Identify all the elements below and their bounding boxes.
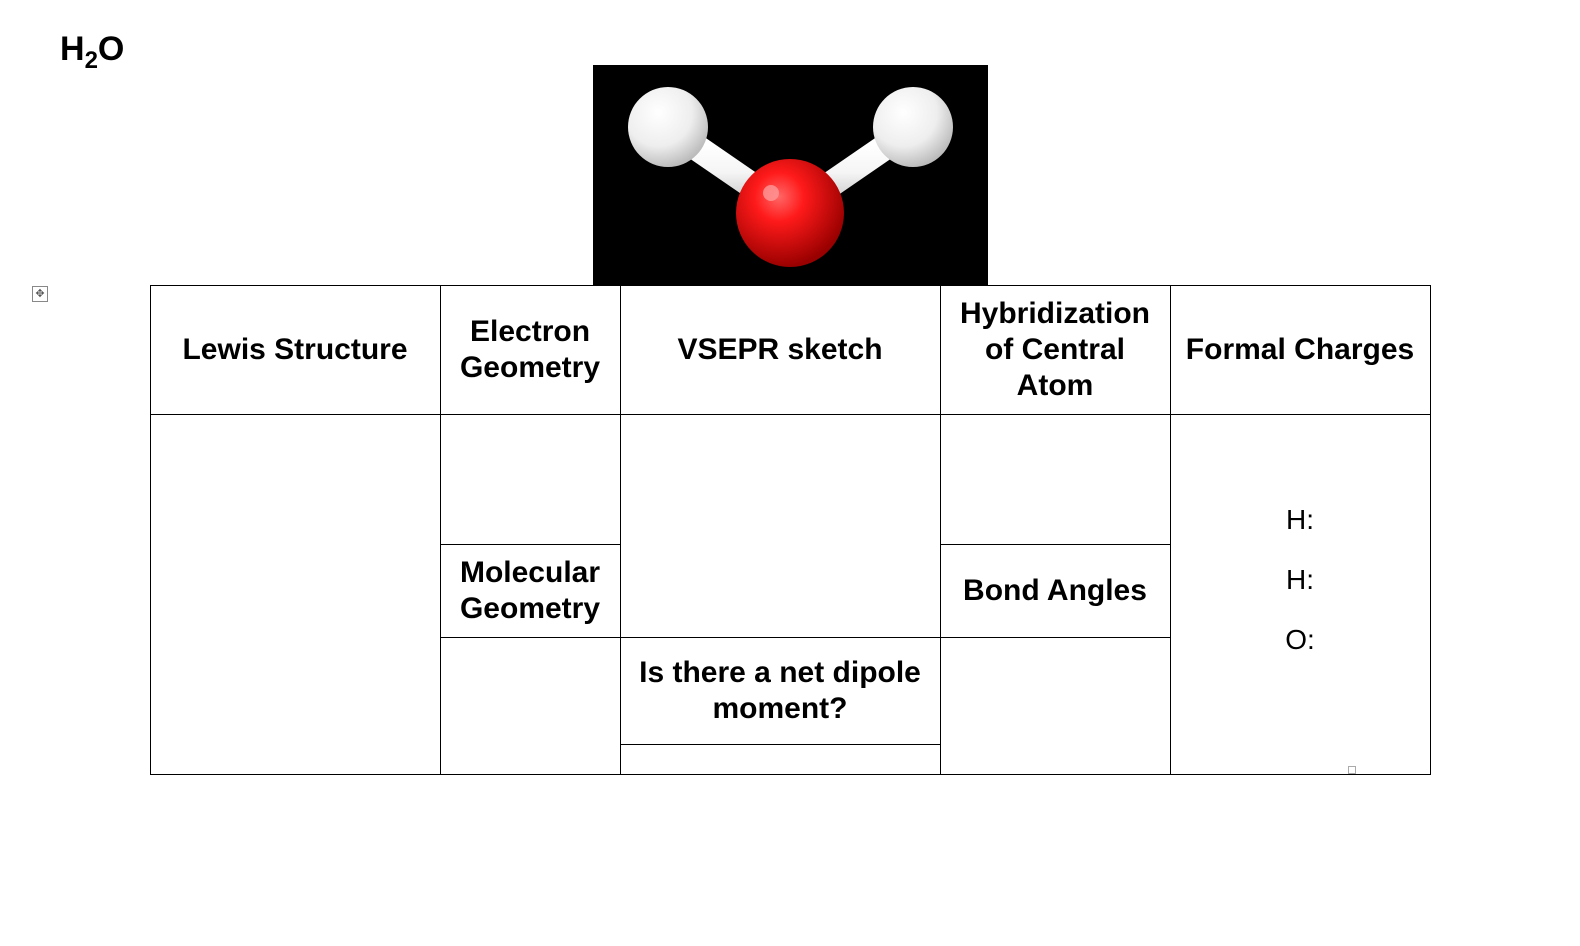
worksheet-table: Lewis Structure Electron Geometry VSEPR … [150, 285, 1431, 775]
title-element-h: H [60, 30, 85, 68]
title-subscript: 2 [85, 47, 98, 74]
header-molecular-geometry: Molecular Geometry [440, 544, 620, 637]
header-lewis-structure: Lewis Structure [150, 285, 440, 414]
table-header-row: Lewis Structure Electron Geometry VSEPR … [150, 285, 1430, 414]
table-resize-handle-icon[interactable] [1348, 766, 1356, 774]
formal-charge-h1: H: [1185, 504, 1416, 536]
molecule-image-wrap [60, 65, 1520, 285]
molecule-svg [593, 65, 988, 285]
hydrogen-atom-left [628, 87, 708, 167]
oxygen-highlight [763, 185, 779, 201]
formal-charge-h2: H: [1185, 564, 1416, 596]
cell-formal-charges[interactable]: H: H: O: [1170, 414, 1430, 774]
molecule-3d-model [593, 65, 988, 285]
table-row: H: H: O: [150, 414, 1430, 544]
oxygen-atom [736, 159, 844, 267]
cell-lewis-structure[interactable] [150, 414, 440, 774]
header-formal-charges: Formal Charges [1170, 285, 1430, 414]
header-vsepr-sketch: VSEPR sketch [620, 285, 940, 414]
header-dipole-question: Is there a net dipole moment? [620, 637, 940, 744]
cell-hybridization[interactable] [940, 414, 1170, 544]
cell-vsepr-sketch[interactable] [620, 414, 940, 637]
formal-charge-o: O: [1185, 624, 1416, 656]
title-element-o: O [98, 30, 124, 68]
header-hybridization: Hybridization of Central Atom [940, 285, 1170, 414]
cell-bond-angles[interactable] [940, 637, 1170, 774]
cell-dipole-answer[interactable] [620, 744, 940, 774]
table-move-handle-icon[interactable]: ✥ [32, 286, 48, 302]
hydrogen-atom-right [873, 87, 953, 167]
header-electron-geometry: Electron Geometry [440, 285, 620, 414]
cell-electron-geometry[interactable] [440, 414, 620, 544]
worksheet-page: H2O ✥ [0, 0, 1580, 946]
cell-molecular-geometry[interactable] [440, 637, 620, 774]
header-bond-angles: Bond Angles [940, 544, 1170, 637]
